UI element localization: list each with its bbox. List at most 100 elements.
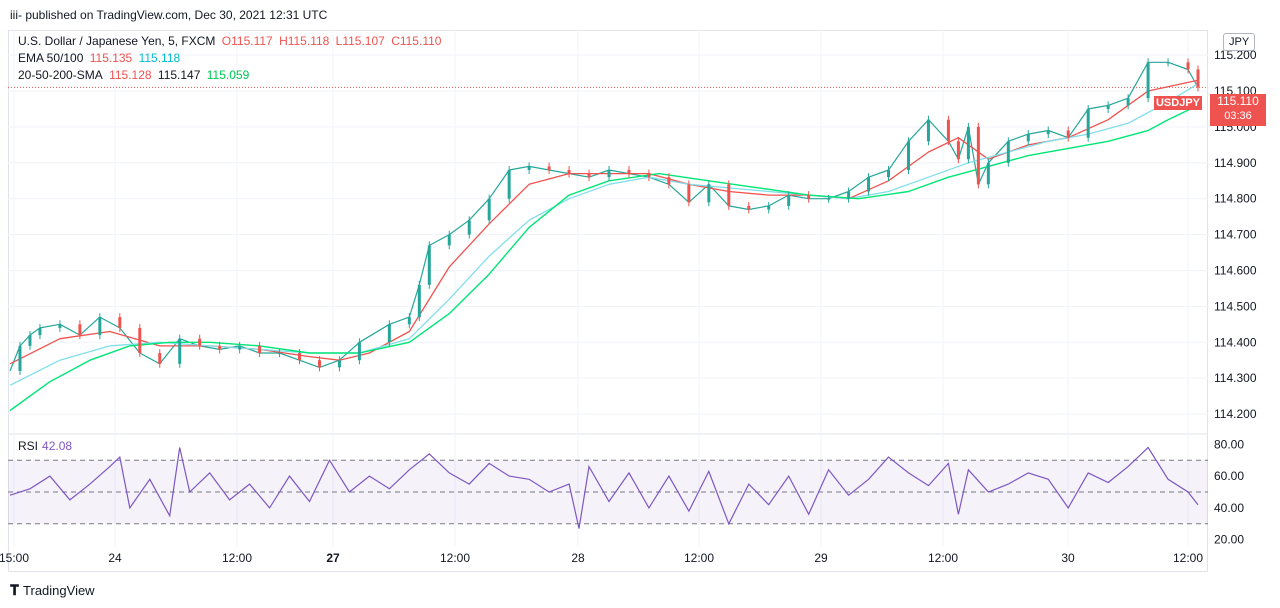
legend-sma-label: 20-50-200-SMA xyxy=(18,68,103,82)
y-tick-label: 114.600 xyxy=(1214,263,1257,277)
candle-body xyxy=(447,234,451,246)
rsi-label: RSI xyxy=(18,439,39,453)
candle-body xyxy=(966,126,970,160)
legend-sma-line: 20-50-200-SMA 115.128 115.147 115.059 xyxy=(18,68,252,82)
legend-ema-label: EMA 50/100 xyxy=(18,51,84,65)
y-tick-label: 114.700 xyxy=(1214,228,1257,242)
candle-body xyxy=(98,317,102,336)
candle-body xyxy=(847,191,851,199)
x-tick-label: 29 xyxy=(814,551,828,565)
last-price-tag: 115.110 03:36 xyxy=(1210,94,1266,126)
candle-body xyxy=(667,177,671,185)
price-series-line xyxy=(9,61,1199,372)
candle-body xyxy=(258,345,262,354)
candle-body xyxy=(986,162,990,185)
candle-body xyxy=(407,317,411,325)
candle-body xyxy=(487,198,491,221)
x-tick-label: 28 xyxy=(571,551,585,565)
y-tick-label: 115.200 xyxy=(1214,48,1257,62)
currency-badge[interactable]: JPY xyxy=(1223,33,1256,51)
rsi-band xyxy=(8,459,1208,525)
candle-body xyxy=(567,169,571,174)
candle-body xyxy=(1166,62,1170,64)
bar-countdown: 03:36 xyxy=(1224,110,1252,122)
candle-body xyxy=(587,173,591,178)
candle-body xyxy=(278,353,282,355)
y-tick-label: 114.200 xyxy=(1214,407,1257,421)
legend-sma20-value: 115.128 xyxy=(109,68,152,82)
candle-body xyxy=(1046,130,1050,135)
axis-labels: 115.200115.100115.000114.900114.800114.7… xyxy=(0,48,1257,565)
candle-body xyxy=(58,324,62,328)
candle-body xyxy=(357,342,361,361)
legend-open: O115.117 xyxy=(221,34,273,48)
candle-body xyxy=(747,205,751,210)
candle-body xyxy=(1196,69,1200,88)
candle-body xyxy=(1126,98,1130,106)
candle-body xyxy=(727,184,731,206)
x-tick-label: 12:00 xyxy=(1173,551,1203,565)
candle-body xyxy=(417,284,421,318)
candle-body xyxy=(926,119,930,142)
candle-body xyxy=(28,335,32,346)
legend-ema50-value: 115.135 xyxy=(89,51,133,65)
footer-brand-text: TradingView xyxy=(23,583,95,598)
legend-sma200-value: 115.059 xyxy=(206,68,250,82)
candle-body xyxy=(827,198,831,200)
candle-body xyxy=(946,119,950,142)
rsi-y-tick-label: 60.00 xyxy=(1214,469,1244,483)
candle-body xyxy=(767,205,771,210)
chart-frame xyxy=(8,30,1208,572)
rsi-y-tick-label: 80.00 xyxy=(1214,437,1244,451)
legend-ema-line: EMA 50/100 115.135 115.118 xyxy=(18,51,183,65)
candle-body xyxy=(317,360,321,368)
rsi-y-tick-label: 20.00 xyxy=(1214,533,1244,547)
candle-body xyxy=(807,195,811,199)
candle-body xyxy=(956,141,960,160)
candle-body xyxy=(627,169,631,174)
candle-body xyxy=(707,184,711,203)
candle-body xyxy=(387,324,391,343)
y-tick-label: 114.800 xyxy=(1214,192,1257,206)
legend-low: L115.107 xyxy=(335,34,385,48)
tradingview-logo-icon: 𝐓 xyxy=(10,582,20,598)
footer-brand[interactable]: 𝐓 TradingView xyxy=(10,582,95,599)
x-tick-label: 27 xyxy=(326,551,340,565)
legend-close: C115.110 xyxy=(391,34,442,48)
candle-body xyxy=(527,166,531,170)
y-tick-label: 114.400 xyxy=(1214,335,1257,349)
series-group xyxy=(9,58,1200,412)
x-tick-label: 12:00 xyxy=(440,551,470,565)
candle-body xyxy=(198,338,202,346)
candle-body xyxy=(647,173,651,178)
symbol-tag: USDJPY xyxy=(1154,96,1202,110)
x-tick-label: 30 xyxy=(1061,551,1075,565)
x-tick-label: 12:00 xyxy=(222,551,252,565)
candle-body xyxy=(1006,141,1010,163)
candle-body xyxy=(1146,62,1150,99)
candle-body xyxy=(118,317,122,328)
candle-body xyxy=(867,177,871,192)
candle-body xyxy=(38,327,42,336)
candle-body xyxy=(887,169,891,178)
rsi-y-tick-label: 40.00 xyxy=(1214,501,1244,515)
candle-body xyxy=(18,345,22,371)
x-tick-label: 12:00 xyxy=(684,551,714,565)
candle-body xyxy=(298,353,302,361)
legend-sma50-value: 115.147 xyxy=(157,68,201,82)
x-tick-label: 12:00 xyxy=(928,551,958,565)
candle-body xyxy=(906,141,910,170)
y-tick-label: 114.900 xyxy=(1214,156,1257,170)
rsi-value: 42.08 xyxy=(42,439,73,453)
y-tick-label: 114.500 xyxy=(1214,299,1257,313)
candle-body xyxy=(1106,105,1110,109)
sma200-line xyxy=(9,104,1199,412)
candle-body xyxy=(337,360,341,368)
candle-body xyxy=(238,345,242,350)
candle-body xyxy=(507,169,511,199)
candle-body xyxy=(976,126,980,185)
candle-body xyxy=(687,184,691,203)
candle-body xyxy=(1026,134,1030,142)
rsi-line xyxy=(9,446,1199,529)
